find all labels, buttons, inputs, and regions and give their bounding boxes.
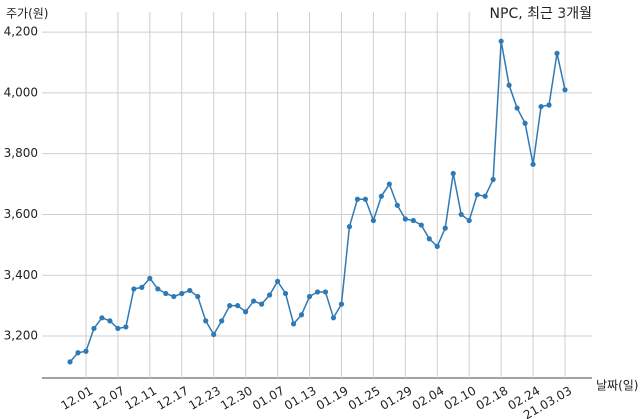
point: [235, 303, 241, 309]
x-tick-label: 01.19: [314, 384, 351, 413]
point: [450, 170, 456, 177]
point: [490, 176, 496, 183]
point: [187, 287, 193, 294]
point: [171, 293, 177, 300]
x-tick-label: 02.10: [442, 384, 479, 413]
point: [322, 289, 329, 295]
point: [298, 312, 305, 318]
point: [99, 315, 105, 321]
x-tick-label: 02.18: [474, 384, 511, 413]
point: [554, 50, 560, 56]
point: [410, 217, 416, 224]
point: [434, 243, 440, 249]
point: [131, 286, 137, 292]
point: [362, 196, 369, 202]
point: [266, 292, 273, 298]
y-tick-label: 3,800: [4, 146, 38, 160]
point: [251, 298, 257, 304]
point: [179, 290, 185, 297]
point: [203, 318, 209, 324]
point: [306, 293, 313, 300]
chart-title: NPC, 최근 3개월: [490, 6, 592, 22]
y-tick-label: 3,200: [4, 329, 38, 343]
point: [498, 38, 504, 44]
point: [514, 105, 520, 111]
x-tick-label: 12.07: [90, 384, 127, 413]
point: [274, 278, 281, 284]
point: [402, 216, 408, 222]
point: [530, 161, 536, 167]
point: [83, 348, 89, 354]
point: [330, 315, 337, 321]
point: [426, 236, 432, 242]
point: [442, 225, 448, 231]
point: [227, 303, 233, 309]
x-axis-title: 날짜(일): [596, 379, 638, 393]
point: [123, 324, 129, 330]
x-tick-label: 01.25: [346, 384, 383, 413]
point: [147, 275, 153, 281]
x-tick-label: 01.29: [378, 384, 415, 413]
line: [69, 41, 566, 363]
point: [482, 193, 488, 199]
point: [458, 211, 464, 218]
point: [115, 325, 121, 332]
x-tick-label: 01.07: [250, 384, 287, 413]
point: [346, 224, 353, 230]
point: [107, 318, 113, 324]
x-tick-label: 01.13: [282, 384, 319, 413]
point: [75, 350, 81, 356]
x-tick-label: 12.30: [218, 384, 255, 413]
point: [338, 301, 345, 307]
point: [546, 102, 552, 108]
x-tick-label: 12.11: [122, 384, 159, 413]
point: [354, 196, 361, 202]
point: [466, 217, 472, 224]
point: [538, 103, 544, 110]
point: [163, 290, 169, 297]
point: [195, 293, 201, 300]
point: [394, 202, 400, 208]
point: [211, 331, 217, 338]
x-tick-label: 12.01: [58, 384, 95, 413]
point: [67, 359, 73, 365]
point: [522, 120, 528, 126]
point: [418, 222, 424, 228]
point: [259, 301, 265, 307]
point: [370, 217, 376, 224]
y-axis-title: 주가(원): [6, 7, 48, 21]
point: [386, 181, 392, 187]
point: [562, 87, 568, 93]
x-tick-label: 12.23: [186, 384, 223, 413]
y-tick-label: 3,400: [4, 268, 38, 282]
point: [139, 284, 145, 291]
point: [91, 325, 97, 332]
point: [378, 193, 384, 199]
point: [506, 82, 512, 88]
y-tick-label: 4,200: [4, 25, 38, 39]
point: [314, 289, 321, 295]
x-tick-label: 12.17: [154, 384, 191, 413]
x-tick-label: 02.04: [410, 384, 447, 413]
point: [290, 321, 297, 327]
point: [282, 290, 289, 297]
point: [155, 286, 161, 292]
point: [243, 309, 249, 315]
y-tick-label: 3,600: [4, 207, 38, 221]
point: [219, 318, 225, 324]
point: [474, 192, 480, 198]
y-tick-label: 4,000: [4, 85, 38, 99]
